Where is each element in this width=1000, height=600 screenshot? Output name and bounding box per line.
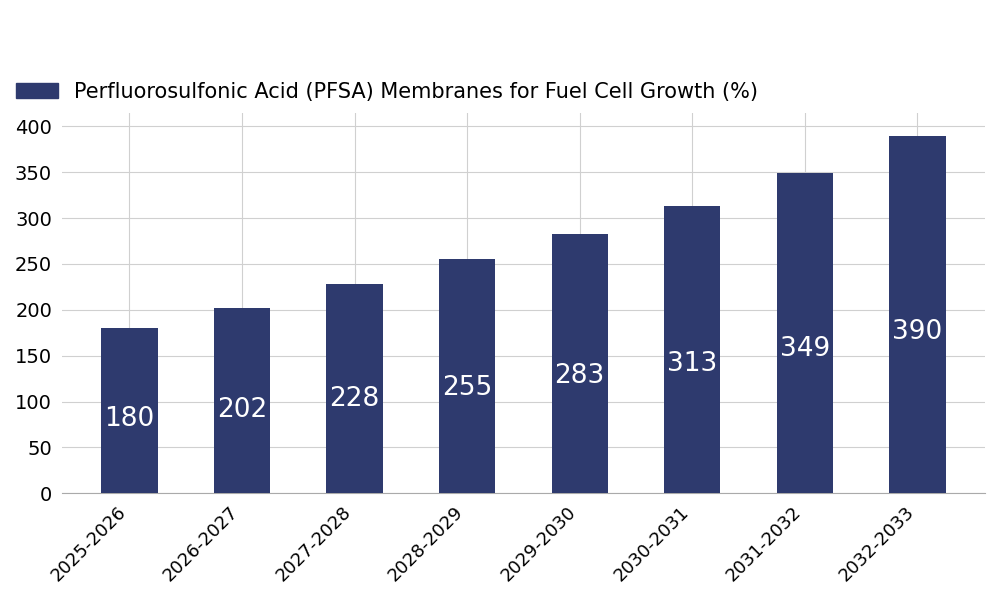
Text: 255: 255 bbox=[442, 375, 492, 401]
Bar bbox=[664, 206, 720, 493]
Bar bbox=[777, 173, 833, 493]
Bar bbox=[889, 136, 946, 493]
Text: 390: 390 bbox=[892, 319, 943, 345]
Text: 202: 202 bbox=[217, 397, 267, 423]
Bar bbox=[214, 308, 270, 493]
Bar bbox=[326, 284, 383, 493]
Text: 313: 313 bbox=[667, 351, 717, 377]
Text: 349: 349 bbox=[780, 336, 830, 362]
Bar bbox=[439, 259, 495, 493]
Bar bbox=[101, 328, 158, 493]
Bar bbox=[552, 234, 608, 493]
Text: 180: 180 bbox=[104, 406, 155, 432]
Text: 228: 228 bbox=[329, 386, 380, 412]
Text: 283: 283 bbox=[555, 364, 605, 389]
Legend: Perfluorosulfonic Acid (PFSA) Membranes for Fuel Cell Growth (%): Perfluorosulfonic Acid (PFSA) Membranes … bbox=[8, 74, 767, 110]
